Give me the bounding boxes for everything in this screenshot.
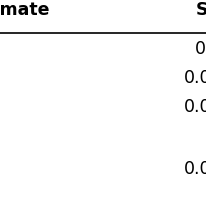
Text: 0.00: 0.00 bbox=[184, 98, 206, 116]
Text: 0.00: 0.00 bbox=[184, 160, 206, 178]
Text: 0.3: 0.3 bbox=[195, 40, 206, 59]
Text: Estimate: Estimate bbox=[0, 1, 49, 19]
Text: 0.06: 0.06 bbox=[184, 69, 206, 87]
Text: SD: SD bbox=[196, 1, 206, 19]
